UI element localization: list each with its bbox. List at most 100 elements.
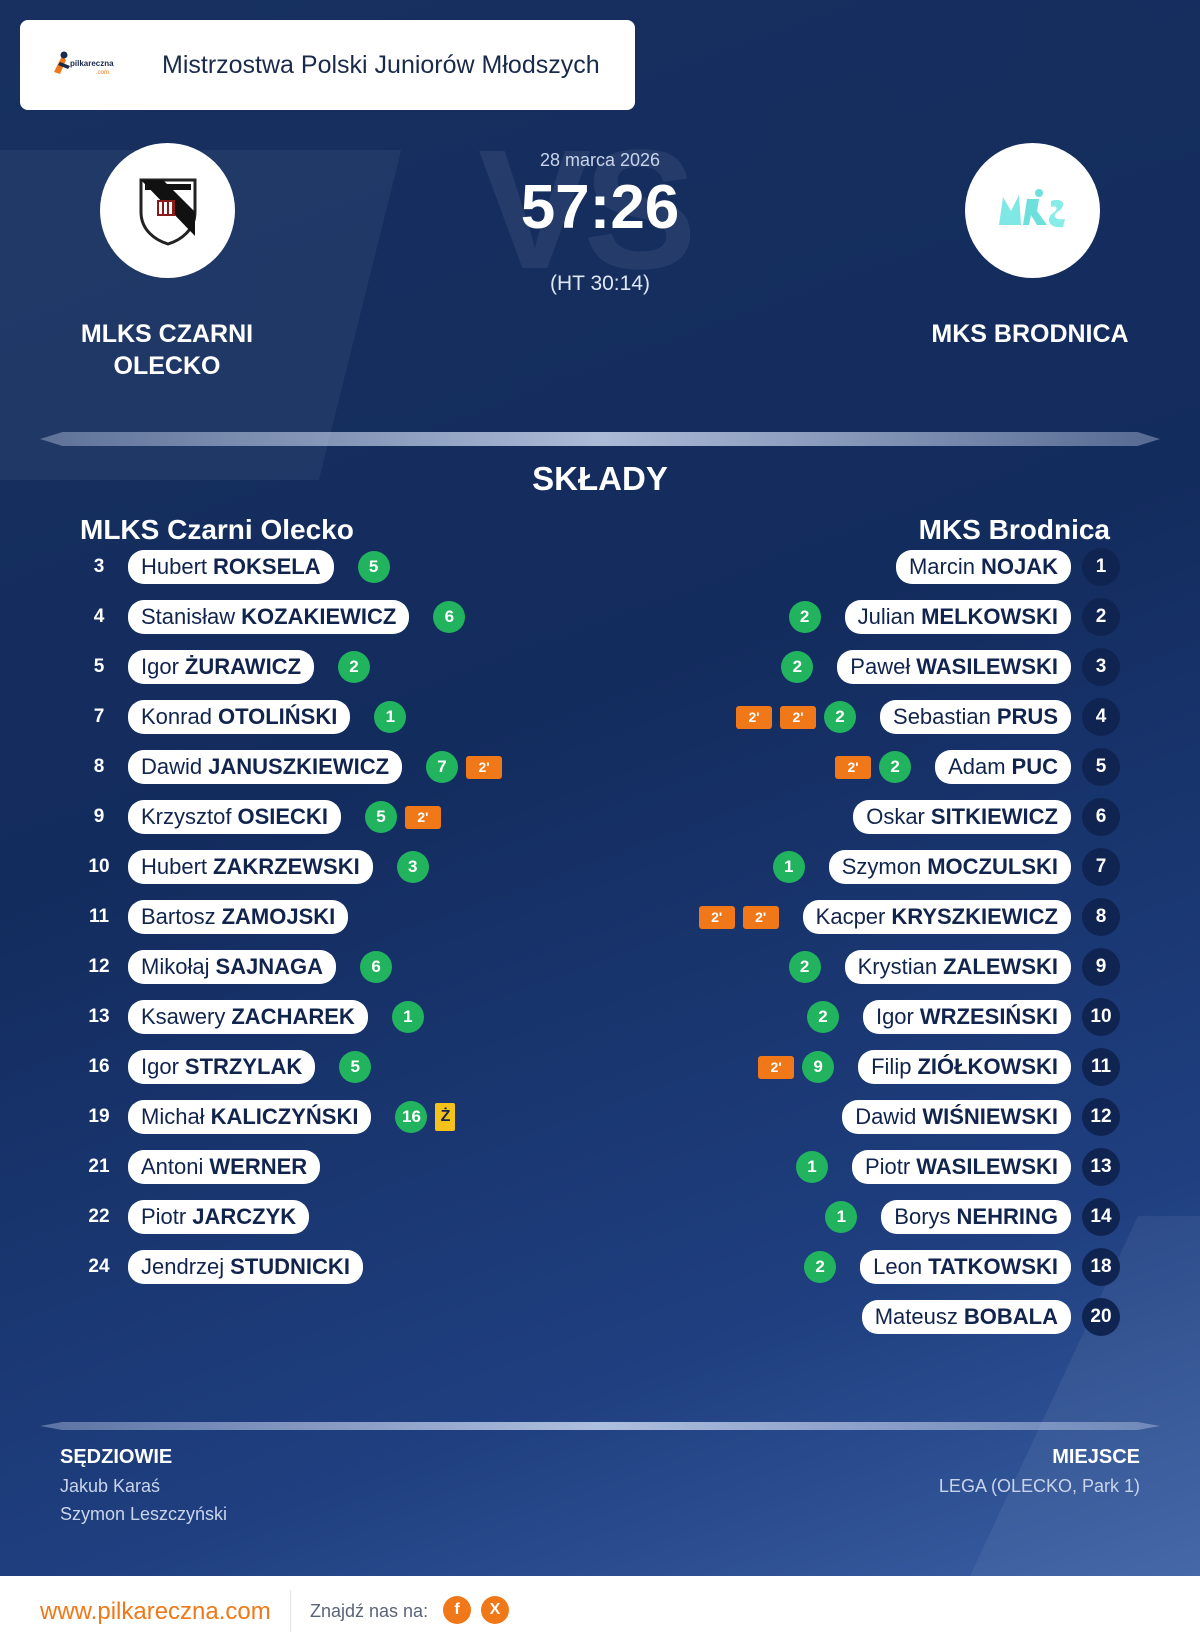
player-first-name: Filip [871, 1054, 912, 1079]
referee-name: Szymon Leszczyński [60, 1504, 228, 1524]
player-stats: 6 [433, 601, 473, 633]
player-row: 10 Igor WRZESIŃSKI 2 [799, 998, 1120, 1036]
x-icon[interactable]: X [481, 1596, 509, 1624]
suspension-badge: 2' [780, 705, 817, 729]
player-stats: 5 2' [364, 801, 449, 833]
goals-badge: 2 [804, 1251, 837, 1283]
player-number: 12 [1082, 1098, 1120, 1136]
player-number: 11 [88, 906, 110, 927]
player-last-name: KALICZYŃSKI [210, 1104, 359, 1129]
player-name[interactable]: Borys NEHRING [881, 1200, 1071, 1234]
player-number: 18 [1082, 1248, 1120, 1286]
goals-badge: 1 [795, 1151, 828, 1183]
player-number: 7 [93, 706, 105, 727]
player-row: 7 Konrad OTOLIŃSKI 1 [80, 699, 414, 735]
player-name[interactable]: Hubert ZAKRZEWSKI [128, 850, 373, 884]
player-name[interactable]: Krystian ZALEWSKI [844, 950, 1071, 984]
player-number: 6 [1082, 798, 1120, 836]
player-last-name: PRUS [996, 704, 1058, 729]
player-first-name: Szymon [841, 854, 922, 879]
player-number: 14 [1082, 1198, 1120, 1236]
player-stats: 7 2' [426, 751, 510, 783]
player-stats: 1 [374, 701, 414, 733]
player-name[interactable]: Stanisław KOZAKIEWICZ [128, 600, 410, 634]
player-first-name: Marcin [908, 554, 975, 579]
player-name[interactable]: Krzysztof OSIECKI [128, 800, 341, 834]
player-name[interactable]: Dawid WIŚNIEWSKI [842, 1100, 1071, 1134]
facebook-icon[interactable]: f [443, 1596, 471, 1624]
player-name[interactable]: Ksawery ZACHAREK [128, 1000, 368, 1034]
player-name[interactable]: Leon TATKOWSKI [860, 1250, 1071, 1284]
venue-label: MIEJSCE [1052, 1446, 1140, 1468]
player-name[interactable]: Oskar SITKIEWICZ [853, 800, 1071, 834]
player-first-name: Kacper [815, 904, 886, 929]
player-row: 21 Antoni WERNER [80, 1149, 344, 1185]
player-name[interactable]: Filip ZIÓŁKOWSKI [858, 1050, 1071, 1084]
player-number: 1 [1082, 548, 1120, 586]
footer: www.pilkareczna.com Znajdź nas na: f X [0, 1576, 1200, 1646]
player-name[interactable]: Kacper KRYSZKIEWICZ [802, 900, 1071, 934]
player-row: 16 Igor STRZYLAK 5 [80, 1049, 379, 1085]
player-name[interactable]: Julian MELKOWSKI [844, 600, 1071, 634]
player-name[interactable]: Mateusz BOBALA [861, 1300, 1071, 1334]
player-first-name: Mikołaj [141, 954, 210, 979]
player-name[interactable]: Michał KALICZYŃSKI [128, 1100, 372, 1134]
player-name[interactable]: Marcin NOJAK [895, 550, 1071, 584]
player-name[interactable]: Piotr WASILEWSKI [851, 1150, 1071, 1184]
player-name[interactable]: Paweł WASILEWSKI [837, 650, 1071, 684]
suspension-badge: 2' [736, 705, 773, 729]
player-row: 6 Oskar SITKIEWICZ [829, 798, 1120, 836]
player-last-name: NOJAK [980, 554, 1058, 579]
player-first-name: Paweł [850, 654, 911, 679]
svg-text:.com: .com [96, 70, 109, 76]
player-row: 13 Piotr WASILEWSKI 1 [788, 1148, 1120, 1186]
player-first-name: Piotr [141, 1204, 187, 1229]
player-row: 22 Piotr JARCZYK [80, 1199, 333, 1235]
player-name[interactable]: Konrad OTOLIŃSKI [128, 700, 351, 734]
site-link[interactable]: www.pilkareczna.com [40, 1598, 271, 1625]
player-first-name: Antoni [141, 1154, 204, 1179]
player-number: 10 [1082, 998, 1120, 1036]
player-row: 11 Bartosz ZAMOJSKI [80, 899, 372, 935]
pilkareczna-logo[interactable]: pilkareczna .com [50, 45, 130, 85]
player-last-name: OTOLIŃSKI [217, 704, 338, 729]
player-name[interactable]: Igor WRZESIŃSKI [862, 1000, 1071, 1034]
player-stats: 1 [817, 1201, 858, 1233]
player-row: 13 Ksawery ZACHAREK 1 [80, 999, 432, 1035]
competition-header: pilkareczna .com Mistrzostwa Polski Juni… [20, 20, 635, 110]
player-name[interactable]: Dawid JANUSZKIEWICZ [128, 750, 403, 784]
player-name[interactable]: Mikołaj SAJNAGA [128, 950, 337, 984]
player-last-name: WIŚNIEWSKI [922, 1104, 1058, 1129]
player-row: 8 Kacper KRYSZKIEWICZ 2' 2' [691, 898, 1120, 936]
player-last-name: NEHRING [956, 1204, 1058, 1229]
player-name[interactable]: Bartosz ZAMOJSKI [128, 900, 349, 934]
goals-badge: 1 [391, 1001, 424, 1033]
player-number: 5 [93, 656, 105, 677]
player-name[interactable]: Igor STRZYLAK [128, 1050, 316, 1084]
player-row: 11 Filip ZIÓŁKOWSKI 9 2' [750, 1048, 1120, 1086]
player-last-name: WRZESIŃSKI [919, 1004, 1058, 1029]
player-first-name: Julian [857, 604, 916, 629]
player-name[interactable]: Sebastian PRUS [880, 700, 1071, 734]
player-name[interactable]: Adam PUC [935, 750, 1071, 784]
player-number: 16 [88, 1056, 110, 1077]
player-name[interactable]: Hubert ROKSELA [128, 550, 334, 584]
player-row: 12 Dawid WIŚNIEWSKI [818, 1098, 1120, 1136]
player-stats: 2 2' [827, 751, 912, 783]
player-last-name: ŻURAWICZ [184, 654, 302, 679]
player-number: 4 [1082, 698, 1120, 736]
goals-badge: 2 [788, 601, 821, 633]
player-name[interactable]: Piotr JARCZYK [128, 1200, 310, 1234]
player-last-name: TATKOWSKI [928, 1254, 1058, 1279]
player-last-name: MOCZULSKI [927, 854, 1058, 879]
player-name[interactable]: Jendrzej STUDNICKI [128, 1250, 363, 1284]
away-team-name: MKS BRODNICA [931, 320, 1129, 348]
venue-value: LEGA (OLECKO, Park 1) [938, 1476, 1140, 1496]
player-name[interactable]: Antoni WERNER [128, 1150, 321, 1184]
player-name[interactable]: Szymon MOCZULSKI [828, 850, 1071, 884]
player-name[interactable]: Igor ŻURAWICZ [128, 650, 315, 684]
player-first-name: Krystian [857, 954, 938, 979]
player-row: 7 Szymon MOCZULSKI 1 [765, 848, 1120, 886]
player-first-name: Dawid [855, 1104, 917, 1129]
player-first-name: Ksawery [141, 1004, 226, 1029]
